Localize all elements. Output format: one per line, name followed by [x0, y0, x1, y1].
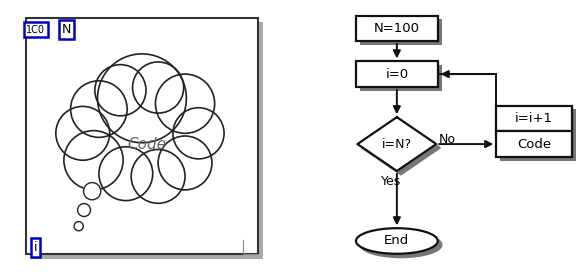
- Bar: [500, 110, 576, 135]
- Circle shape: [71, 81, 127, 137]
- Polygon shape: [358, 117, 436, 171]
- Text: No: No: [439, 133, 456, 146]
- Circle shape: [74, 222, 83, 231]
- Circle shape: [155, 74, 215, 133]
- Text: Yes: Yes: [381, 175, 401, 188]
- Circle shape: [83, 183, 101, 200]
- Circle shape: [173, 108, 224, 159]
- Bar: [360, 65, 442, 91]
- Text: i=0: i=0: [385, 67, 409, 81]
- Text: 1C0: 1C0: [26, 25, 45, 35]
- Bar: [26, 17, 258, 255]
- Text: i=i+1: i=i+1: [515, 112, 553, 125]
- Circle shape: [158, 136, 212, 190]
- Circle shape: [56, 106, 109, 160]
- Circle shape: [95, 65, 146, 116]
- Polygon shape: [64, 67, 216, 195]
- Circle shape: [99, 147, 153, 201]
- Bar: [31, 22, 263, 259]
- Bar: [360, 19, 442, 45]
- Ellipse shape: [356, 228, 437, 254]
- Bar: [356, 16, 437, 41]
- Text: Code: Code: [517, 138, 551, 151]
- Bar: [500, 135, 576, 161]
- Ellipse shape: [360, 232, 442, 258]
- Bar: [356, 61, 437, 87]
- Circle shape: [78, 203, 91, 217]
- Text: i=N?: i=N?: [382, 138, 412, 151]
- Text: i: i: [34, 241, 38, 254]
- Text: End: End: [384, 234, 409, 248]
- Bar: [496, 131, 572, 157]
- Circle shape: [98, 54, 186, 143]
- Circle shape: [64, 131, 123, 190]
- Circle shape: [131, 149, 185, 203]
- Text: N: N: [62, 23, 71, 36]
- Text: N=100: N=100: [374, 22, 420, 35]
- Text: Code: Code: [128, 137, 167, 152]
- Circle shape: [132, 62, 183, 113]
- Polygon shape: [362, 121, 440, 175]
- Bar: [496, 106, 572, 131]
